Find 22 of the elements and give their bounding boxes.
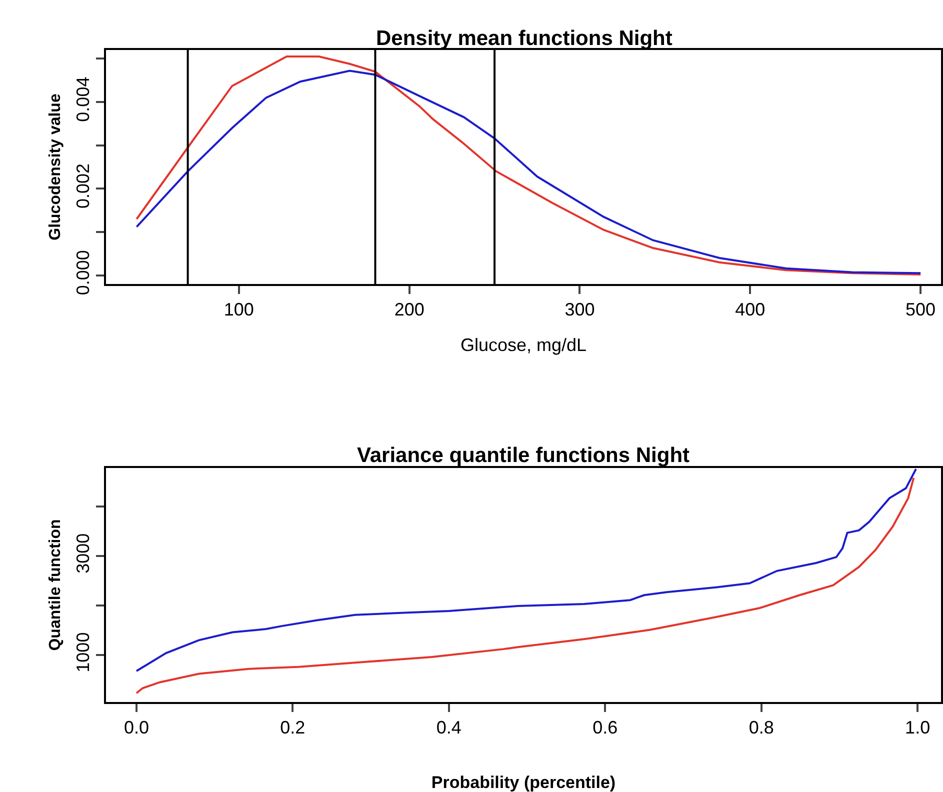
x-tick-label: 300: [564, 300, 595, 320]
chart-title: Density mean functions Night: [376, 27, 672, 50]
x-tick-label: 0.4: [436, 718, 462, 738]
x-tick-label: 1.0: [905, 718, 930, 738]
x-axis-title: Glucose, mg/dL: [460, 335, 587, 356]
x-tick-label: 200: [394, 300, 424, 320]
y-tick-label: 0.000: [72, 250, 93, 296]
y-axis-title: Quantile function: [47, 519, 64, 651]
x-tick-label: 100: [224, 300, 254, 320]
x-tick-label: 0.0: [124, 718, 149, 738]
x-tick-label: 0.6: [592, 718, 618, 738]
x-tick-label: 0.2: [280, 718, 306, 738]
x-tick-label: 0.8: [748, 718, 774, 738]
y-tick-label: 3000: [72, 533, 93, 574]
x-tick-label: 400: [735, 300, 766, 320]
y-axis-title: Glucodensity value: [47, 94, 64, 240]
x-tick-label: 500: [906, 300, 936, 320]
y-tick-label: 0.002: [72, 163, 93, 208]
y-tick-label: 1000: [72, 632, 93, 672]
x-axis-title: Probability (percentile): [431, 773, 616, 792]
y-tick-label: 0.004: [72, 76, 93, 122]
chart-title: Variance quantile functions Night: [357, 444, 690, 467]
